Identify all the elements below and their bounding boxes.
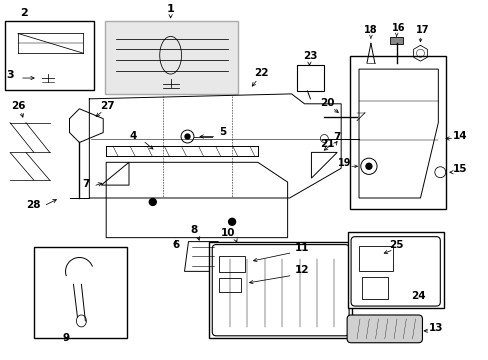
FancyBboxPatch shape [349,56,446,209]
Text: 21: 21 [319,139,334,149]
Text: 19: 19 [337,158,350,168]
Text: 23: 23 [303,51,317,61]
Circle shape [149,198,156,206]
Text: 25: 25 [388,239,403,249]
FancyBboxPatch shape [296,65,324,91]
FancyBboxPatch shape [350,237,439,306]
Text: 4: 4 [129,131,136,140]
Text: 26: 26 [11,101,25,111]
Text: 28: 28 [26,200,41,210]
Text: 7: 7 [333,132,340,143]
FancyBboxPatch shape [347,232,444,308]
Text: 14: 14 [452,131,467,140]
Circle shape [228,218,235,225]
Text: 8: 8 [190,225,198,235]
FancyBboxPatch shape [219,278,241,292]
Text: 5: 5 [219,127,226,136]
Text: 16: 16 [391,23,405,33]
Text: 6: 6 [172,239,179,249]
Text: 17: 17 [415,26,428,35]
FancyBboxPatch shape [209,242,351,338]
Text: 18: 18 [364,26,377,35]
Circle shape [184,134,189,139]
FancyBboxPatch shape [212,244,348,336]
FancyBboxPatch shape [5,21,94,90]
Text: 12: 12 [294,265,308,275]
FancyBboxPatch shape [389,37,402,44]
FancyBboxPatch shape [34,247,127,338]
FancyBboxPatch shape [361,277,387,299]
FancyBboxPatch shape [346,315,422,343]
Text: 27: 27 [100,101,114,111]
Circle shape [365,163,371,169]
FancyBboxPatch shape [105,21,238,94]
Text: 22: 22 [254,68,268,78]
Text: 24: 24 [410,291,425,301]
Text: 9: 9 [63,333,70,343]
Text: 13: 13 [428,323,443,333]
Text: 2: 2 [20,8,28,18]
FancyBboxPatch shape [358,246,392,271]
Text: 20: 20 [319,98,334,108]
Text: 3: 3 [6,70,14,80]
Text: 10: 10 [221,228,235,238]
Text: 11: 11 [294,243,308,253]
Text: 7: 7 [82,179,90,189]
FancyBboxPatch shape [219,256,244,273]
Text: 1: 1 [166,4,174,14]
Text: 15: 15 [452,164,467,174]
